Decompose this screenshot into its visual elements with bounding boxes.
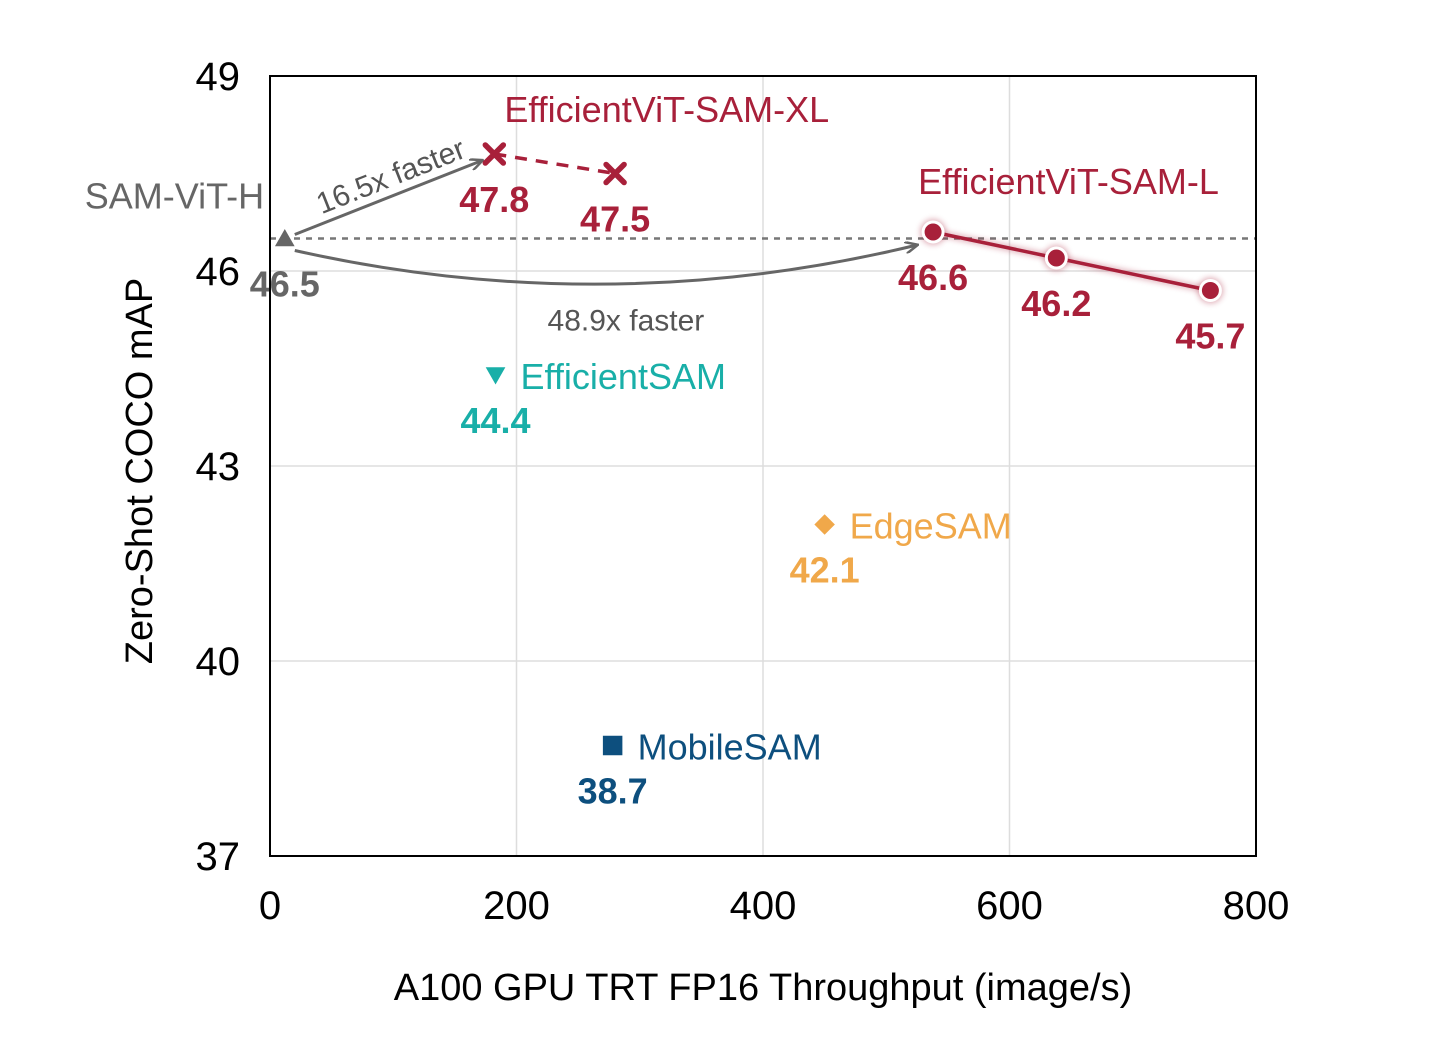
value-label: 46.2 <box>1021 283 1091 324</box>
faster-annotation: 48.9x faster <box>548 305 705 338</box>
value-label: 47.5 <box>580 199 650 240</box>
series-line <box>932 230 1211 293</box>
value-label: 44.4 <box>461 400 531 441</box>
circle-marker <box>1198 279 1222 302</box>
series-name-label: EfficientSAM <box>521 356 726 397</box>
series-line <box>494 152 616 176</box>
series-name-label: MobileSAM <box>638 727 822 768</box>
value-label: 47.8 <box>459 179 529 220</box>
series-name-label: EfficientViT-SAM-L <box>918 161 1219 202</box>
y-tick-label: 46 <box>196 250 241 294</box>
series-name-label: EdgeSAM <box>850 506 1012 547</box>
y-axis-label: Zero-Shot COCO mAP <box>119 278 161 664</box>
data-labels: 46.5 SAM-ViT-H 47.8 47.5 EfficientViT-SAM-XL… <box>85 89 1246 812</box>
x-marker <box>482 142 507 166</box>
faster-annotation: 16.5x faster <box>312 133 470 221</box>
faster-arrow <box>294 161 482 236</box>
x-tick-label: 200 <box>483 884 550 928</box>
triangle-down-marker <box>481 364 510 390</box>
value-label: 46.5 <box>250 264 320 305</box>
circle-marker <box>921 220 945 244</box>
circle-marker <box>1044 246 1068 270</box>
series-name-label: EfficientViT-SAM-XL <box>504 89 829 130</box>
faster-arrow <box>294 245 917 286</box>
value-label: 45.7 <box>1175 316 1245 357</box>
value-label: 42.1 <box>790 550 860 591</box>
plot-frame <box>269 75 1257 857</box>
diamond-marker <box>810 510 839 539</box>
x-tick-label: 800 <box>1223 884 1290 928</box>
x-marker <box>603 161 627 186</box>
x-tick-label: 0 <box>259 884 281 928</box>
value-label: 46.6 <box>898 257 968 298</box>
y-tick-label: 37 <box>196 835 241 879</box>
y-tick-label: 49 <box>196 55 241 99</box>
value-label: 38.7 <box>578 771 648 812</box>
x-tick-label: 400 <box>730 884 797 928</box>
square-marker <box>600 733 625 758</box>
triangle-up-marker <box>270 223 299 249</box>
y-tick-label: 43 <box>196 445 241 489</box>
series-markers <box>270 142 1224 758</box>
series-name-label: SAM-ViT-H <box>85 176 264 217</box>
y-tick-label: 40 <box>196 640 241 684</box>
axis-ticks: 0 200 400 600 800 37 40 43 46 49 <box>196 55 1290 928</box>
x-tick-label: 600 <box>976 884 1043 928</box>
x-axis-label: A100 GPU TRT FP16 Throughput (image/s) <box>394 967 1133 1009</box>
